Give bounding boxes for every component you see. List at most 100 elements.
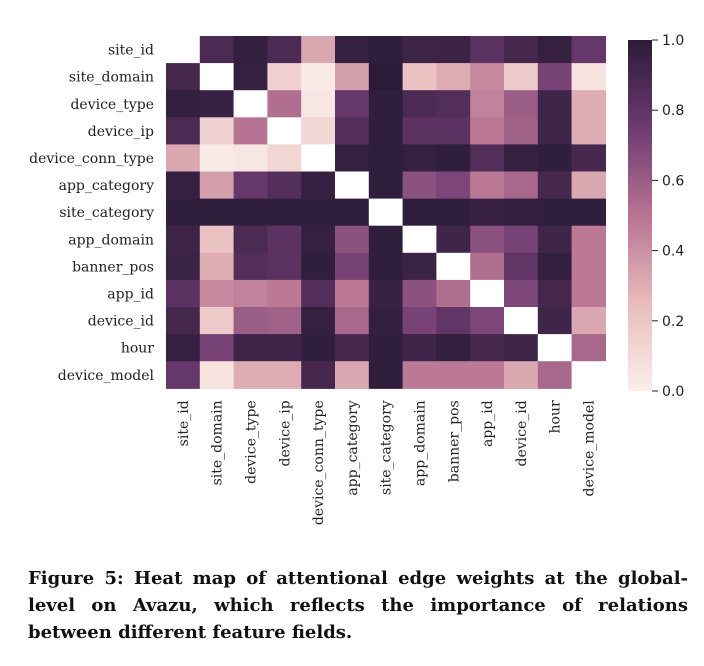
- heatmap-cell: [537, 90, 573, 118]
- heatmap-cell: [470, 198, 505, 227]
- heatmap-cell: [166, 63, 201, 91]
- row-tick-label: app_id: [107, 286, 154, 302]
- heatmap-cell: [335, 225, 370, 254]
- heatmap-cell: [233, 252, 268, 281]
- heatmap-cell: [504, 36, 539, 64]
- heatmap-cell: [470, 63, 505, 91]
- row-tick-label: banner_pos: [72, 259, 154, 275]
- heatmap-cell: [368, 307, 404, 335]
- heatmap-cell: [402, 171, 437, 200]
- heatmap-cell: [402, 90, 437, 118]
- heatmap-cell: [267, 225, 302, 254]
- heatmap-cell: [436, 90, 471, 118]
- heatmap-cell: [267, 36, 302, 64]
- column-tick-label: device_conn_type: [311, 400, 327, 525]
- colorbar-tick-label: 0.2: [662, 314, 684, 330]
- heatmap-cell: [335, 334, 370, 362]
- heatmap-cell: [267, 279, 302, 308]
- column-tick-label: app_domain: [413, 400, 429, 486]
- heatmap-cell: [233, 90, 268, 118]
- heatmap-cell: [267, 252, 302, 281]
- heatmap-cell: [368, 36, 404, 64]
- heatmap-cell: [368, 171, 404, 200]
- heatmap-cell: [368, 225, 404, 254]
- row-tick-label: site_domain: [69, 70, 154, 86]
- heatmap-cell: [571, 252, 606, 281]
- heatmap-cell: [402, 361, 437, 389]
- row-tick-label: site_category: [59, 205, 154, 221]
- heatmap-cell: [537, 171, 573, 200]
- heatmap-cell: [504, 171, 539, 200]
- heatmap-cell: [470, 117, 505, 145]
- heatmap-cell: [402, 198, 437, 227]
- row-tick-label: site_id: [108, 43, 154, 59]
- row-tick-label: device_ip: [88, 124, 154, 140]
- column-tick-label: site_category: [379, 400, 395, 495]
- heatmap-cell: [571, 334, 606, 362]
- heatmap-cell: [335, 117, 370, 145]
- heatmap-cell: [571, 198, 606, 227]
- heatmap-cell: [199, 117, 235, 145]
- heatmap-cell: [436, 144, 471, 173]
- heatmap-cell: [402, 144, 437, 173]
- heatmap-cell: [436, 307, 471, 335]
- heatmap-cell: [166, 279, 201, 308]
- heatmap-cell: [470, 334, 505, 362]
- heatmap-cell: [436, 171, 471, 200]
- row-tick-label: app_domain: [68, 232, 154, 248]
- heatmap-cell: [199, 198, 235, 227]
- heatmap-cell: [571, 36, 606, 64]
- colorbar-tick-label: 1.0: [662, 33, 684, 49]
- heatmap-cell: [368, 90, 404, 118]
- heatmap-cell: [267, 144, 302, 173]
- heatmap-cell: [301, 117, 336, 145]
- column-tick-label: banner_pos: [446, 400, 462, 482]
- heatmap-cell: [504, 252, 539, 281]
- row-tick-label: device_conn_type: [29, 151, 154, 167]
- heatmap-cell: [233, 307, 268, 335]
- heatmap-cell: [335, 144, 370, 173]
- heatmap-cell: [267, 63, 302, 91]
- heatmap-cell: [233, 117, 268, 145]
- heatmap-cell: [166, 252, 201, 281]
- heatmap-cell: [301, 90, 336, 118]
- heatmap-cell: [470, 307, 505, 335]
- heatmap-cell: [301, 279, 336, 308]
- heatmap-cell: [537, 117, 573, 145]
- heatmap-cell: [267, 334, 302, 362]
- column-tick-label: app_category: [345, 400, 361, 495]
- heatmap-cell: [504, 361, 539, 389]
- heatmap-cell: [571, 225, 606, 254]
- column-tick-label: hour: [548, 400, 564, 433]
- heatmap-cell: [504, 198, 539, 227]
- heatmap-cell: [335, 307, 370, 335]
- heatmap-cell: [402, 307, 437, 335]
- heatmap-cell: [537, 307, 573, 335]
- heatmap-cell: [537, 225, 573, 254]
- heatmap-cell: [537, 334, 573, 362]
- row-tick-label: device_id: [88, 314, 154, 330]
- heatmap-cell: [233, 225, 268, 254]
- heatmap-cell: [301, 334, 336, 362]
- heatmap-cell: [368, 252, 404, 281]
- heatmap-cell: [335, 252, 370, 281]
- heatmap-cell: [166, 225, 201, 254]
- heatmap-cell: [199, 334, 235, 362]
- heatmap-cell: [301, 36, 336, 64]
- column-tick-label: device_type: [244, 400, 260, 484]
- heatmap-cell: [233, 144, 268, 173]
- heatmap-cell: [537, 198, 573, 227]
- row-tick-label: app_category: [59, 178, 154, 194]
- heatmap-cell: [470, 144, 505, 173]
- heatmap-cell: [199, 63, 235, 91]
- heatmap-cell: [301, 144, 336, 173]
- heatmap-cell: [301, 225, 336, 254]
- heatmap-cell: [267, 361, 302, 389]
- colorbar-tick-label: 0.0: [662, 384, 684, 400]
- heatmap-cell: [470, 361, 505, 389]
- heatmap-cell: [335, 90, 370, 118]
- heatmap-cell: [199, 225, 235, 254]
- heatmap-cell: [571, 279, 606, 308]
- heatmap-cell: [301, 252, 336, 281]
- row-tick-label: hour: [121, 341, 154, 357]
